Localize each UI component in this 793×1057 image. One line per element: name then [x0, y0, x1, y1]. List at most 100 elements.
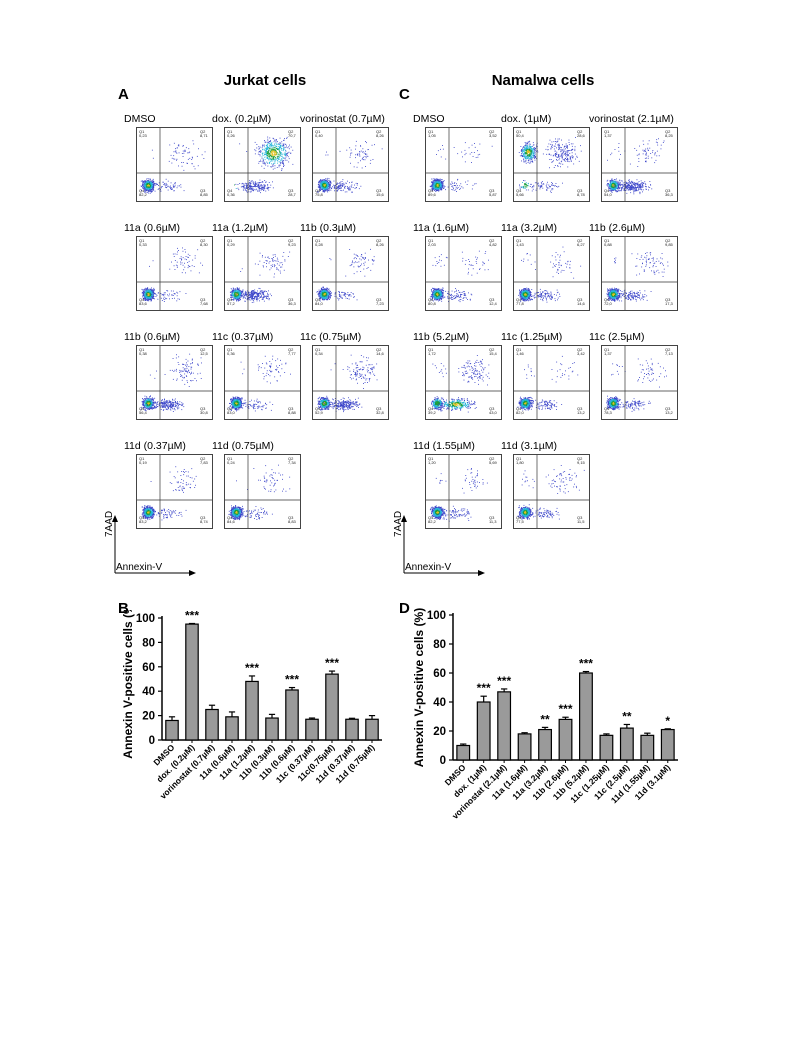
event-dot: [327, 187, 329, 189]
event-dot: [198, 148, 199, 150]
event-dot: [161, 402, 162, 404]
event-dot: [231, 295, 233, 296]
event-dot: [259, 260, 261, 262]
event-dot: [262, 291, 263, 293]
event-dot: [172, 290, 174, 292]
quadrant-name-q3: Q3: [376, 188, 382, 193]
event-dot: [267, 158, 269, 159]
event-dot: [334, 188, 336, 190]
event-dot: [259, 252, 261, 254]
event-dot: [238, 296, 240, 298]
event-dot: [274, 162, 276, 164]
event-dot: [272, 266, 273, 267]
event-dot: [166, 298, 168, 300]
event-dot: [187, 372, 189, 374]
event-dot: [171, 406, 172, 408]
event-dot: [275, 157, 277, 159]
event-dot: [171, 369, 173, 371]
event-dot: [253, 294, 255, 295]
event-dot: [320, 183, 322, 185]
event-dot: [242, 293, 244, 295]
event-dot: [267, 294, 269, 296]
event-dot: [180, 184, 182, 186]
event-dot: [149, 182, 150, 183]
event-dot: [185, 272, 186, 274]
event-dot: [284, 260, 286, 262]
event-dot: [237, 290, 239, 291]
event-dot: [261, 290, 263, 292]
event-dot: [259, 300, 260, 302]
event-dot: [358, 266, 360, 268]
event-dot: [241, 295, 243, 297]
event-dot: [152, 401, 154, 403]
event-dot: [325, 184, 326, 186]
event-dot: [169, 298, 170, 300]
event-dot: [264, 159, 266, 161]
event-dot: [285, 154, 286, 156]
event-dot: [240, 295, 242, 296]
event-dot: [269, 187, 271, 188]
event-dot: [274, 145, 276, 146]
event-dot: [182, 250, 184, 252]
event-dot: [198, 364, 199, 366]
event-dot: [285, 156, 287, 158]
event-dot: [341, 190, 343, 192]
event-dot: [366, 153, 368, 155]
event-dot: [269, 155, 270, 157]
event-dot: [189, 157, 191, 159]
event-dot: [146, 184, 148, 185]
event-dot: [239, 143, 241, 145]
event-dot: [148, 187, 149, 189]
event-dot: [170, 409, 172, 411]
event-dot: [173, 142, 175, 144]
event-dot: [182, 150, 184, 152]
event-dot: [327, 298, 329, 300]
event-dot: [274, 159, 276, 161]
event-dot: [261, 295, 262, 297]
event-dot: [258, 183, 260, 185]
event-dot: [151, 403, 153, 405]
event-dot: [236, 291, 238, 293]
event-dot: [182, 247, 183, 249]
event-dot: [319, 294, 321, 296]
event-dot: [327, 297, 328, 299]
event-dot: [330, 297, 331, 299]
event-dot: [146, 294, 147, 296]
quadrant-name-q1: Q1: [227, 238, 233, 243]
event-dot: [153, 287, 155, 289]
event-dot: [234, 291, 236, 293]
event-dot: [243, 297, 245, 298]
event-dot: [188, 148, 190, 150]
event-dot: [242, 297, 244, 299]
quadrant-name-q4: Q4: [315, 188, 321, 193]
event-dot: [339, 185, 341, 187]
event-dot: [186, 364, 188, 366]
event-dot: [232, 299, 233, 301]
event-dot: [147, 178, 149, 179]
quadrant-name-q1: Q1: [139, 129, 145, 134]
event-dot: [170, 154, 172, 156]
event-dot: [320, 186, 322, 187]
event-dot: [321, 188, 323, 190]
event-dot: [144, 405, 146, 407]
event-dot: [267, 292, 268, 294]
event-dot: [272, 160, 274, 162]
event-dot: [150, 400, 152, 402]
event-dot: [279, 151, 281, 153]
event-dot: [270, 143, 272, 145]
event-dot: [253, 292, 255, 294]
event-dot: [143, 182, 144, 184]
event-dot: [145, 288, 147, 290]
event-dot: [156, 402, 158, 403]
event-dot: [152, 293, 154, 295]
event-dot: [233, 290, 234, 292]
event-dot: [338, 294, 340, 296]
event-dot: [151, 293, 153, 295]
event-dot: [164, 399, 165, 401]
jurkat-title: Jurkat cells: [223, 72, 307, 89]
event-dot: [146, 180, 148, 181]
event-dot: [161, 403, 163, 405]
event-dot: [325, 181, 327, 182]
event-dot: [151, 300, 152, 301]
event-dot: [270, 153, 272, 155]
